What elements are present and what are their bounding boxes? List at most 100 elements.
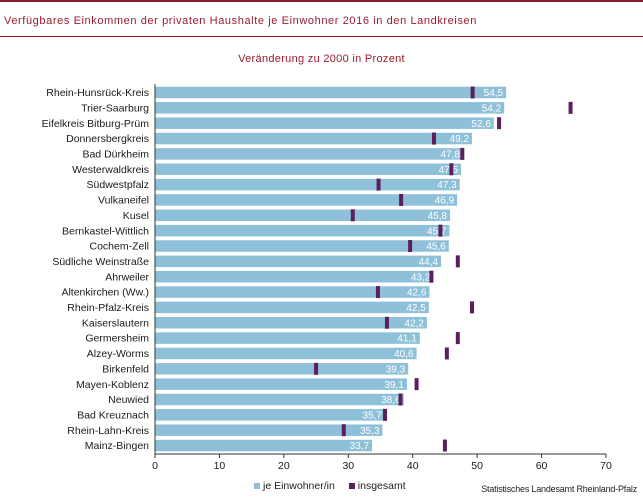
category-label: Donnersbergkreis <box>66 133 149 145</box>
bar-value-label: 40,6 <box>394 349 414 360</box>
category-label: Bernkastel-Wittlich <box>62 225 149 237</box>
marker <box>314 362 319 375</box>
bar <box>155 255 442 268</box>
bar <box>155 102 505 114</box>
marker <box>470 86 475 99</box>
title-rule <box>0 36 643 37</box>
marker <box>442 439 447 452</box>
bar <box>155 378 407 390</box>
bar-value-label: 41,1 <box>397 334 417 345</box>
bar-value-label: 54,2 <box>482 103 502 114</box>
bar-value-label: 47,3 <box>437 180 457 191</box>
bar-value-label: 42,5 <box>406 303 426 314</box>
bar <box>155 393 404 406</box>
category-label: Vulkaneifel <box>98 195 149 207</box>
category-label: Birkenfeld <box>102 363 149 375</box>
marker <box>455 332 460 345</box>
category-label: Rhein-Lahn-Kreis <box>67 425 149 437</box>
category-label: Mayen-Koblenz <box>76 379 149 391</box>
bar-value-label: 39,3 <box>386 364 406 375</box>
bar-value-label: 45,7 <box>427 226 447 237</box>
marker <box>408 240 413 252</box>
legend-label-bar: je Einwohner/in <box>263 480 335 492</box>
marker <box>431 132 436 145</box>
category-label: Bad Dürkheim <box>82 149 149 161</box>
marker <box>497 117 502 130</box>
bar <box>155 286 430 298</box>
category-label: Westerwaldkreis <box>72 164 149 176</box>
category-label: Alzey-Worms <box>87 348 149 360</box>
bar-chart: Rhein-Hunsrück-Kreis 54,5 Trier-Saarburg 54… <box>42 84 612 472</box>
category-label: Südwestpfalz <box>87 179 149 191</box>
bar <box>155 363 409 375</box>
bar-value-label: 44,4 <box>419 257 439 268</box>
bar <box>155 224 450 237</box>
x-tick-label: 0 <box>152 460 158 472</box>
bar-value-label: 49,2 <box>450 134 470 145</box>
bar <box>155 148 463 160</box>
marker <box>399 193 404 206</box>
bar-value-label: 45,6 <box>426 242 446 253</box>
bar <box>155 347 417 360</box>
legend: je Einwohner/in insgesamt <box>254 480 420 492</box>
bar <box>155 409 386 421</box>
bar-value-label: 43,2 <box>411 272 431 283</box>
bar-value-label: 45,8 <box>428 211 448 222</box>
legend-item-bar: je Einwohner/in <box>254 480 335 492</box>
source-note: Statistisches Landesamt Rheinland-Pfalz <box>481 484 637 494</box>
x-tick-label: 30 <box>342 460 354 472</box>
bar <box>155 240 449 252</box>
marker <box>383 408 388 421</box>
marker <box>429 270 434 283</box>
marker <box>414 378 419 391</box>
marker <box>444 347 449 360</box>
legend-swatch-bar <box>254 483 260 489</box>
legend-item-marker: insgesamt <box>348 480 406 492</box>
marker <box>350 209 355 222</box>
category-label: Rhein-Hunsrück-Kreis <box>46 87 149 99</box>
bar <box>155 317 427 329</box>
bar-value-label: 42,6 <box>407 288 427 299</box>
bar <box>155 117 494 129</box>
bar <box>155 332 420 344</box>
top-rule <box>0 0 643 2</box>
category-label: Neuwied <box>108 394 149 406</box>
chart-title: Verfügbares Einkommen der privaten Haush… <box>4 15 477 27</box>
category-label: Südliche Weinstraße <box>52 256 149 268</box>
marker <box>455 255 460 268</box>
category-label: Kaiserslautern <box>82 317 149 329</box>
category-label: Ahrweiler <box>105 271 149 283</box>
category-label: Cochem-Zell <box>89 241 149 253</box>
bar-value-label: 46,9 <box>435 196 455 207</box>
marker <box>376 178 381 191</box>
bar <box>155 270 434 283</box>
bar-value-label: 52,6 <box>471 119 491 130</box>
bar <box>155 178 460 191</box>
x-tick-label: 50 <box>471 460 483 472</box>
chart-subtitle: Veränderung zu 2000 in Prozent <box>238 53 405 65</box>
bar <box>155 132 472 145</box>
category-label: Bad Kreuznach <box>77 409 149 421</box>
category-label: Altenkirchen (Ww.) <box>61 287 149 299</box>
legend-label-marker: insgesamt <box>357 480 406 492</box>
marker <box>469 301 474 314</box>
bar-value-label: 47,8 <box>440 150 460 161</box>
marker <box>341 424 346 437</box>
x-tick-label: 40 <box>407 460 419 472</box>
marker <box>438 224 443 237</box>
bar <box>155 439 373 452</box>
bar <box>155 194 458 206</box>
category-label: Kusel <box>123 210 149 222</box>
bar <box>155 301 429 314</box>
bar-value-label: 33,7 <box>350 441 370 452</box>
category-label: Trier-Saarburg <box>81 102 149 114</box>
bar-value-label: 35,3 <box>360 426 380 437</box>
legend-swatch-marker <box>348 483 355 489</box>
bar-value-label: 54,5 <box>484 88 504 99</box>
marker <box>398 393 403 406</box>
marker <box>384 316 389 329</box>
bar <box>155 86 507 99</box>
bar-value-label: 42,2 <box>404 318 424 329</box>
marker <box>568 101 573 114</box>
bar-value-label: 39,1 <box>384 380 404 391</box>
